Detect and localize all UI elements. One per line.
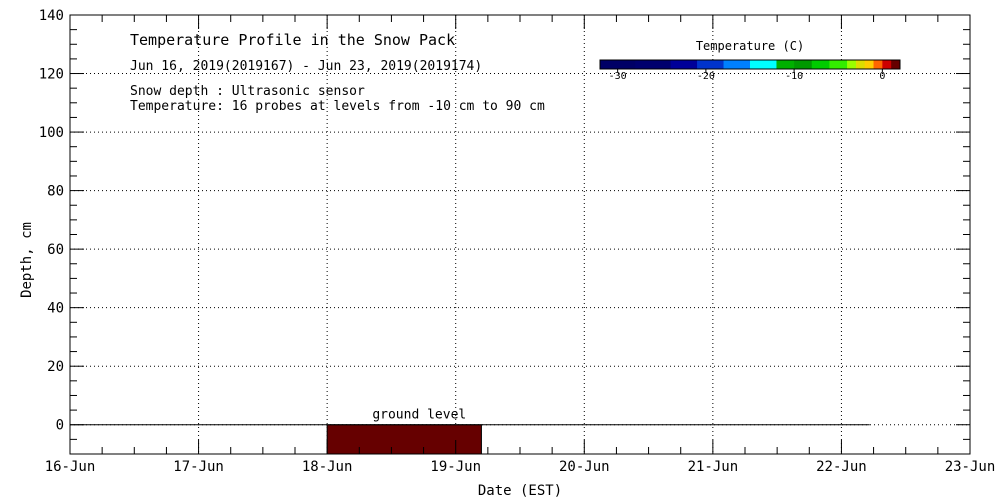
- colorbar-tick-label: -30: [609, 71, 627, 82]
- colorbar-frame: [599, 59, 901, 70]
- colorbar-bins: [600, 60, 901, 69]
- colorbar-bin: [635, 60, 672, 69]
- y-tick-labels: 0 20 40 60 80 100 120 140: [39, 8, 64, 434]
- note-temperature-probes: Temperature: 16 probes at levels from -1…: [130, 99, 545, 114]
- note-snow-depth: Snow depth : Ultrasonic sensor: [130, 84, 365, 99]
- colorbar-title: Temperature (C): [696, 39, 804, 53]
- colorbar-bin: [847, 60, 857, 69]
- x-tick-label: 18-Jun: [302, 459, 353, 475]
- colorbar-bin: [873, 60, 883, 69]
- chart-title: Temperature Profile in the Snow Pack: [130, 31, 455, 49]
- y-tick-label: 60: [47, 242, 64, 258]
- colorbar-bin: [882, 60, 892, 69]
- colorbar-bin: [811, 60, 830, 69]
- x-tick-labels: 16-Jun 17-Jun 18-Jun 19-Jun 20-Jun 21-Jun 22-J…: [45, 459, 996, 475]
- y-tick-label: 0: [56, 418, 64, 434]
- y-tick-label: 20: [47, 359, 64, 375]
- colorbar-tick-label: -10: [785, 71, 803, 82]
- y-axis-title: Depth, cm: [19, 222, 35, 298]
- y-tick-label: 140: [39, 8, 64, 24]
- y-tick-label: 120: [39, 67, 64, 83]
- colorbar: Temperature (C) -30 -20 -10 0: [599, 39, 901, 82]
- colorbar-bin: [697, 60, 725, 69]
- colorbar-tick-label: -20: [697, 71, 715, 82]
- ground-level-label: ground level: [372, 408, 466, 423]
- colorbar-bin: [794, 60, 813, 69]
- x-tick-label: 20-Jun: [559, 459, 610, 475]
- colorbar-ticks: -30 -20 -10 0: [609, 69, 885, 82]
- colorbar-bin: [723, 60, 751, 69]
- heatmap-cell: [326, 424, 482, 455]
- chart-subtitle: Jun 16, 2019(2019167) - Jun 23, 2019(201…: [130, 59, 482, 74]
- x-tick-label: 22-Jun: [816, 459, 867, 475]
- heatmap-cells: [326, 424, 482, 455]
- colorbar-bin: [600, 60, 636, 69]
- plot-frame: [69, 14, 971, 455]
- colorbar-bin: [776, 60, 795, 69]
- x-tick-label: 21-Jun: [688, 459, 739, 475]
- axis-ticks: [69, 14, 971, 455]
- y-tick-label: 40: [47, 301, 64, 317]
- ground-level-group: ground level: [70, 408, 870, 426]
- colorbar-bin: [864, 60, 875, 69]
- x-tick-label: 19-Jun: [430, 459, 481, 475]
- gridlines: [70, 15, 970, 454]
- x-tick-label: 16-Jun: [45, 459, 96, 475]
- colorbar-bin: [670, 60, 698, 69]
- y-tick-label: 100: [39, 125, 64, 141]
- colorbar-bin: [891, 60, 901, 69]
- colorbar-bin: [750, 60, 777, 69]
- x-tick-label: 17-Jun: [173, 459, 224, 475]
- colorbar-tick-label: 0: [879, 71, 885, 82]
- y-tick-label: 80: [47, 184, 64, 200]
- colorbar-bin: [829, 60, 848, 69]
- colorbar-bin: [855, 60, 866, 69]
- x-axis-title: Date (EST): [478, 483, 562, 499]
- x-tick-label: 23-Jun: [945, 459, 996, 475]
